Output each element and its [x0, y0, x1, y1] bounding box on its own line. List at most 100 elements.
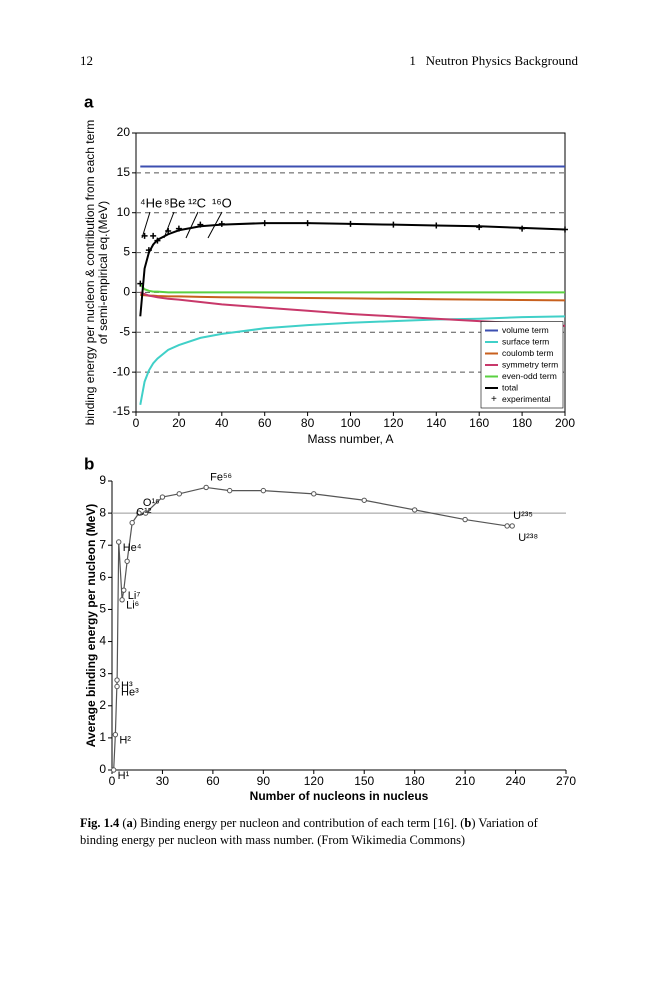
caption-text: binding energy per nucleon with mass num…: [80, 833, 465, 847]
y-tick-label: 0: [123, 285, 130, 299]
panel-label: a: [84, 92, 94, 111]
experimental-point: [304, 220, 311, 227]
experimental-point: [137, 280, 144, 287]
legend-label: surface term: [502, 336, 549, 346]
y-tick-label: -10: [113, 364, 131, 378]
x-tick-label: 100: [340, 416, 360, 430]
experimental-point: [261, 220, 268, 227]
page-number: 12: [80, 53, 93, 68]
x-tick-label: 0: [109, 774, 116, 788]
legend-label: total: [502, 382, 518, 392]
series-line: [139, 291, 566, 327]
data-point: [411, 507, 418, 513]
y-axis-title: binding energy per nucleon & contributio…: [83, 120, 97, 426]
y-tick-label: -15: [113, 404, 131, 418]
nuclide-annotation: ¹²C: [188, 195, 206, 210]
legend-label: even-odd term: [502, 371, 557, 381]
series-line: [140, 293, 566, 302]
point-label: O¹⁶: [143, 497, 160, 509]
x-tick-label: 0: [133, 416, 140, 430]
x-tick-label: 160: [469, 416, 489, 430]
x-axis-title: Mass number, A: [307, 432, 393, 446]
y-tick-label: 10: [117, 205, 131, 219]
data-point: [176, 491, 182, 497]
point-label: H²: [119, 735, 131, 747]
series-line: [139, 283, 565, 294]
x-tick-label: 240: [506, 774, 526, 788]
x-tick-label: 80: [301, 416, 315, 430]
data-point: [361, 497, 367, 503]
data-point: [114, 683, 120, 690]
data-point: [121, 587, 127, 593]
x-tick-label: 180: [405, 774, 425, 788]
data-point: [142, 510, 149, 516]
point-label: C¹²: [136, 507, 152, 519]
experimental-point: [519, 225, 526, 232]
nuclide-annotation: ⁸Be: [164, 195, 185, 210]
x-tick-label: 90: [257, 774, 271, 788]
point-label: H³: [121, 680, 133, 692]
x-tick-label: 210: [455, 774, 475, 788]
nuclide-annotation: ¹⁶O: [212, 195, 232, 210]
data-point: [112, 731, 119, 738]
point-label: Fe⁵⁶: [210, 471, 232, 483]
y-tick-label: 3: [99, 666, 106, 680]
y-tick-label: 20: [117, 125, 131, 139]
data-point: [119, 597, 125, 603]
data-point: [136, 510, 142, 516]
y-tick-label: 15: [117, 165, 131, 179]
y-axis-title: Average binding energy per nucleon (MeV): [84, 504, 98, 748]
experimental-point: [175, 225, 182, 232]
data-point: [509, 523, 515, 529]
data-point: [110, 767, 117, 773]
data-point: [462, 516, 468, 523]
x-tick-label: 20: [172, 416, 186, 430]
point-label: U²³⁸: [518, 532, 538, 544]
x-tick-label: 60: [206, 774, 220, 788]
y-tick-label: 0: [99, 762, 106, 776]
experimental-point: [150, 232, 157, 239]
x-tick-label: 60: [258, 416, 272, 430]
x-tick-label: 150: [354, 774, 374, 788]
data-point: [203, 484, 209, 491]
data-point: [227, 487, 233, 494]
data-point: [116, 539, 122, 545]
annotation-arrow: [207, 211, 223, 239]
y-tick-label: 9: [99, 473, 106, 487]
y-tick-label: 4: [99, 634, 106, 648]
x-axis-title: Number of nucleons in nucleus: [250, 789, 429, 803]
experimental-point: [433, 222, 440, 229]
point-label: Li⁶: [126, 600, 139, 612]
x-tick-label: 270: [556, 774, 576, 788]
data-point: [504, 523, 510, 529]
y-tick-label: 8: [99, 505, 106, 519]
x-tick-label: 40: [215, 416, 229, 430]
experimental-point: [347, 220, 354, 227]
annotation-arrow: [141, 211, 151, 239]
experimental-point: [562, 226, 568, 233]
data-point: [114, 677, 120, 683]
experimental-point: [476, 224, 483, 231]
annotation-arrow: [185, 211, 199, 239]
caption-text: ) Binding energy per nucleon and contrib…: [133, 816, 465, 830]
data-point: [129, 520, 135, 526]
x-tick-label: 180: [512, 416, 532, 430]
data-point: [124, 558, 130, 564]
y-tick-label: 5: [99, 602, 106, 616]
legend-label: experimental: [502, 394, 551, 404]
experimental-point: [197, 221, 204, 228]
data-point: [159, 494, 166, 500]
data-point: [311, 491, 317, 497]
caption-text: ) Variation of: [471, 816, 538, 830]
legend-label: symmetry term: [502, 359, 558, 369]
experimental-point: [218, 220, 225, 227]
experimental-point: [145, 247, 152, 254]
nuclide-annotation: ⁴He: [140, 195, 162, 210]
legend-label: coulomb term: [502, 348, 554, 358]
legend-marker: +: [491, 394, 497, 405]
caption-text: (: [122, 816, 126, 830]
series-line: [113, 486, 513, 771]
caption-label: Fig. 1.4: [80, 816, 120, 830]
